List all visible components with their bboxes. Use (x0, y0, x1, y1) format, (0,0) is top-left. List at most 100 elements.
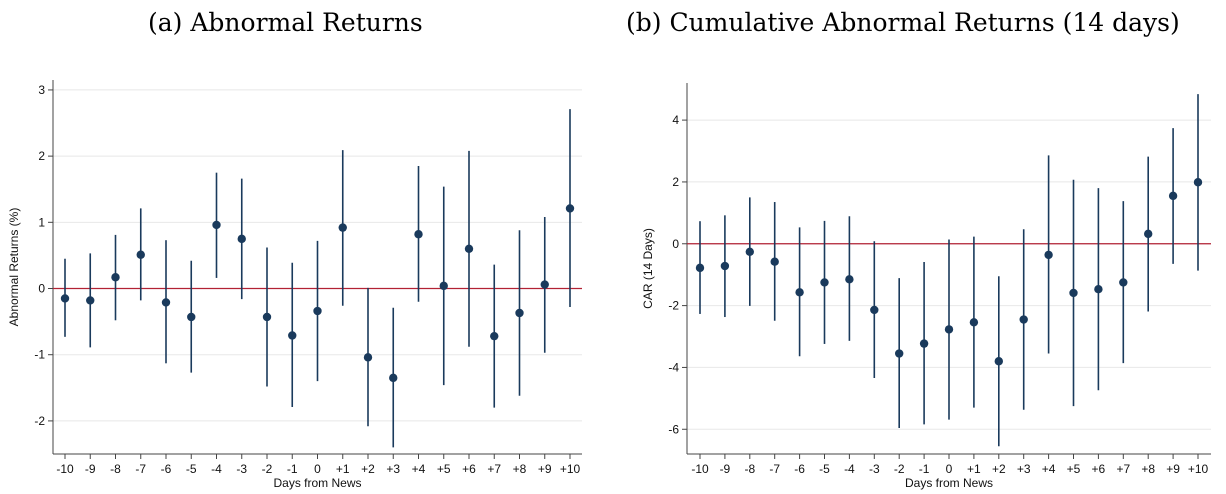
point-estimate (1019, 315, 1028, 324)
y-tick-label: 2 (38, 149, 45, 163)
point-estimate (1044, 250, 1053, 260)
point-estimate (414, 230, 423, 239)
x-tick-label: -10 (691, 462, 709, 476)
x-axis-label: Days from News (905, 476, 993, 490)
x-tick-label: -8 (110, 462, 121, 476)
point-estimate (770, 257, 779, 266)
x-tick-label: -5 (186, 462, 197, 476)
x-tick-label: 0 (314, 462, 321, 476)
x-tick-label: +7 (1116, 462, 1130, 476)
x-tick-label: +9 (1166, 462, 1180, 476)
x-tick-label: +3 (386, 462, 400, 476)
point-estimate (161, 298, 171, 307)
point-estimate (994, 357, 1003, 366)
x-tick-label: -3 (869, 462, 880, 476)
point-estimate (262, 312, 272, 322)
y-tick-label: -2 (668, 299, 679, 313)
x-tick-label: +8 (1141, 462, 1155, 476)
y-tick-label: -6 (668, 422, 679, 436)
x-axis-label: Days from News (273, 476, 361, 490)
x-tick-label: -4 (844, 462, 855, 476)
x-tick-label: +7 (487, 462, 501, 476)
x-tick-label: -2 (262, 462, 273, 476)
point-estimate (439, 281, 448, 291)
point-estimate (845, 275, 854, 284)
point-estimate (720, 261, 730, 271)
x-tick-label: +10 (1188, 462, 1209, 476)
x-tick-label: -1 (287, 462, 298, 476)
point-estimate (60, 294, 70, 303)
x-tick-label: +4 (1042, 462, 1056, 476)
point-estimate (464, 244, 474, 253)
x-tick-label: -6 (161, 462, 172, 476)
x-tick-label: +9 (538, 462, 552, 476)
x-tick-label: +5 (1067, 462, 1081, 476)
x-tick-label: +5 (437, 462, 451, 476)
x-tick-label: +1 (967, 462, 981, 476)
y-tick-label: 0 (672, 237, 679, 251)
point-estimate (870, 305, 879, 315)
x-tick-label: +2 (361, 462, 375, 476)
x-tick-label: -7 (135, 462, 146, 476)
point-estimate (1119, 278, 1128, 287)
point-estimate (1094, 285, 1103, 294)
point-estimate (695, 263, 705, 273)
x-tick-label: +8 (513, 462, 527, 476)
point-estimate (1193, 178, 1203, 187)
point-estimate (919, 339, 929, 348)
point-estimate (969, 318, 979, 327)
x-tick-label: +4 (412, 462, 426, 476)
x-tick-label: -6 (794, 462, 805, 476)
x-tick-label: -7 (769, 462, 780, 476)
x-tick-label: -9 (720, 462, 731, 476)
point-estimate (795, 288, 804, 297)
point-estimate (944, 325, 954, 334)
point-estimate (111, 273, 120, 282)
y-tick-label: 4 (672, 113, 679, 127)
x-tick-label: -5 (819, 462, 830, 476)
x-tick-label: +1 (336, 462, 350, 476)
panel-b-title: (b) Cumulative Abnormal Returns (14 days… (626, 8, 1180, 37)
point-estimate (187, 312, 196, 322)
x-tick-label: +6 (462, 462, 476, 476)
x-tick-label: -1 (919, 462, 930, 476)
point-estimate (1144, 229, 1153, 239)
point-estimate (490, 331, 499, 341)
y-axis-label: CAR (14 Days) (641, 228, 655, 309)
y-tick-label: 2 (672, 175, 679, 189)
x-tick-label: -2 (894, 462, 905, 476)
point-estimate (515, 308, 524, 318)
x-tick-label: -4 (211, 462, 222, 476)
x-tick-label: +6 (1092, 462, 1106, 476)
x-tick-label: +3 (1017, 462, 1031, 476)
point-estimate (313, 306, 322, 316)
point-estimate (363, 353, 373, 362)
x-tick-label: +2 (992, 462, 1006, 476)
point-estimate (237, 234, 246, 244)
x-tick-label: -10 (56, 462, 74, 476)
point-estimate (389, 373, 398, 383)
point-estimate (136, 250, 145, 259)
point-estimate (565, 204, 575, 213)
y-tick-label: -4 (668, 360, 679, 374)
x-tick-label: -9 (85, 462, 96, 476)
panel-a-title: (a) Abnormal Returns (148, 8, 423, 37)
point-estimate (895, 349, 904, 358)
point-estimate (212, 220, 221, 230)
point-estimate (86, 296, 95, 305)
point-estimate (1168, 191, 1178, 201)
y-tick-label: -2 (34, 414, 45, 428)
x-tick-label: +10 (560, 462, 581, 476)
point-estimate (1069, 288, 1078, 298)
y-tick-label: 3 (38, 83, 45, 97)
x-tick-label: -3 (236, 462, 247, 476)
y-tick-label: 1 (38, 215, 45, 229)
point-estimate (338, 223, 347, 232)
point-estimate (745, 247, 754, 257)
y-axis-label: Abnormal Returns (%) (7, 208, 21, 327)
x-tick-label: 0 (946, 462, 953, 476)
point-estimate (820, 278, 829, 287)
x-tick-label: -8 (744, 462, 755, 476)
